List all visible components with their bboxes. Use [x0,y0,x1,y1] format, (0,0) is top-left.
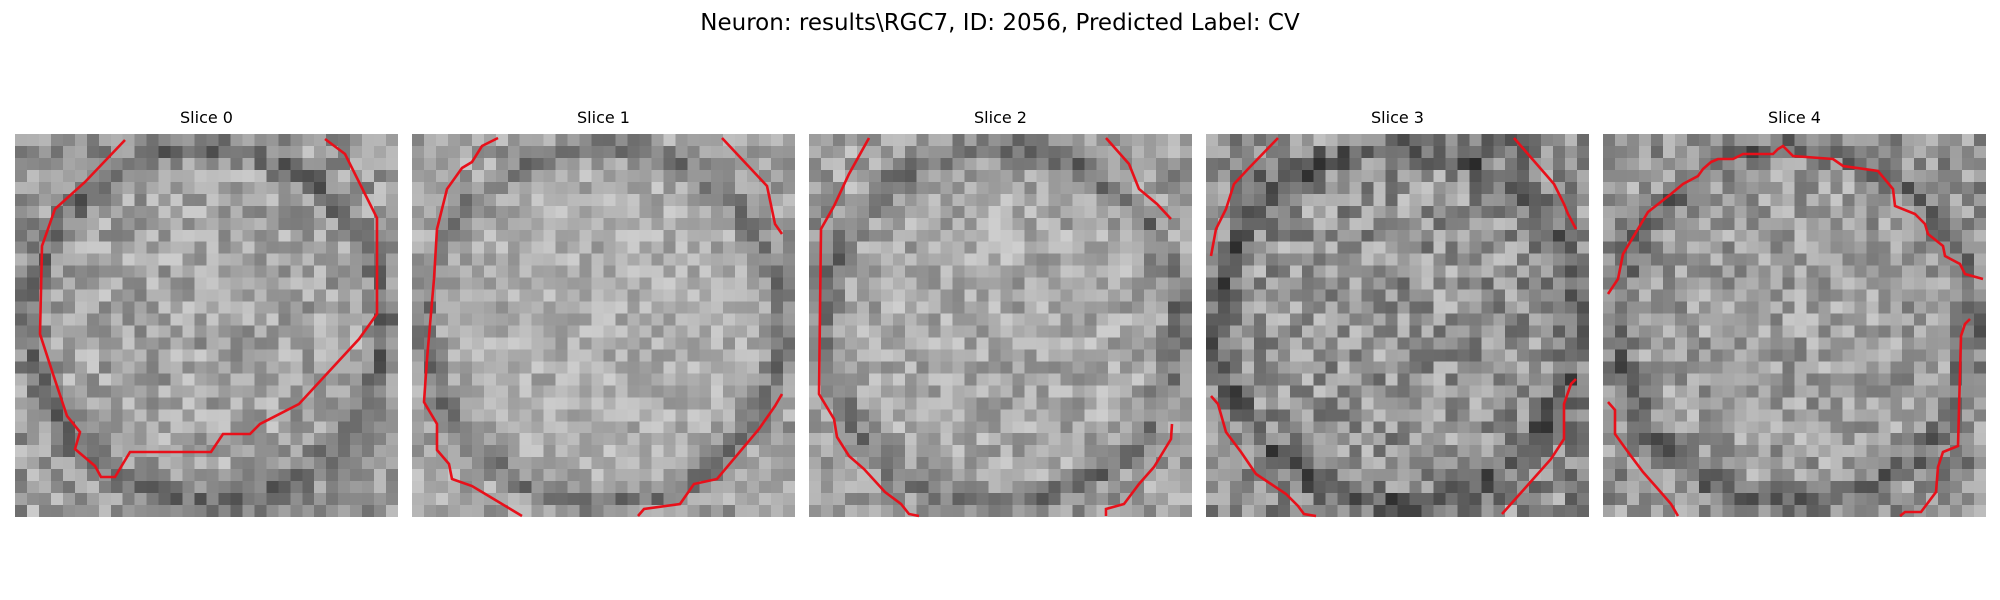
slice-3-image [1206,134,1589,517]
slice-2-contour [817,137,1174,518]
slice-1-contour [422,136,784,518]
slice-1-image [412,134,795,517]
slice-3-title: Slice 3 [1371,108,1424,127]
slice-4-contour [1606,144,1984,518]
slice-2-panel: Slice 2 [809,108,1192,518]
slice-3-contour [1209,137,1578,518]
slice-0-contour [38,137,379,479]
figure-title: Neuron: results\RGC7, ID: 2056, Predicte… [700,10,1300,36]
slice-1-title: Slice 1 [577,108,630,127]
slice-4-panel: Slice 4 [1603,108,1986,518]
slice-1-panel: Slice 1 [412,108,795,518]
slice-2-title: Slice 2 [974,108,1027,127]
slice-0-panel: Slice 0 [15,108,398,517]
slice-4-title: Slice 4 [1768,108,1821,127]
slice-3-panel: Slice 3 [1206,108,1589,518]
slice-0-title: Slice 0 [180,108,233,127]
slice-2-image [809,134,1192,517]
